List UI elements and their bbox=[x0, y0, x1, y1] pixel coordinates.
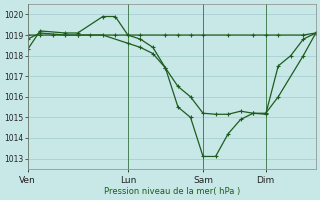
X-axis label: Pression niveau de la mer( hPa ): Pression niveau de la mer( hPa ) bbox=[104, 187, 240, 196]
